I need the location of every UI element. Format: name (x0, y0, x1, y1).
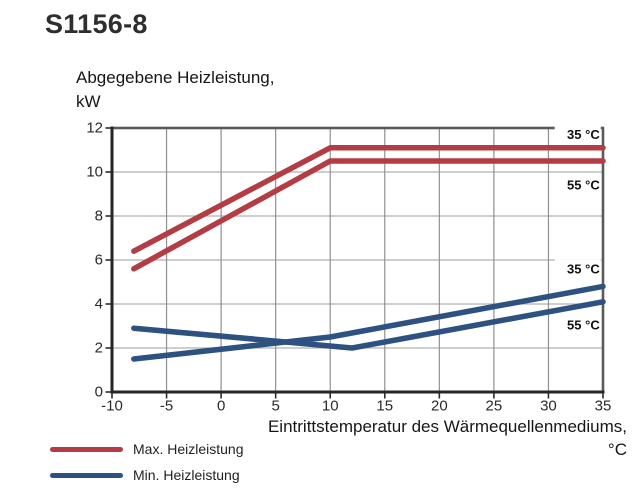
legend-item-max: Max. Heizleistung (50, 436, 244, 462)
series-line (131, 145, 606, 254)
flow-temp-label: 35 °C (567, 127, 600, 142)
y-axis-title-line1: Abgegebene Heizleistung, (76, 68, 275, 87)
svg-text:10: 10 (322, 398, 339, 415)
flow-temp-label: 55 °C (567, 317, 600, 332)
svg-text:30: 30 (540, 398, 557, 415)
svg-text:15: 15 (376, 398, 393, 415)
page-title: S1156-8 (45, 9, 148, 39)
legend-item-min: Min. Heizleistung (50, 462, 244, 488)
min-heizleistung-line-swatch (50, 472, 123, 478)
y-axis-title: Abgegebene Heizleistung, kW (76, 66, 274, 114)
svg-text:5: 5 (271, 398, 279, 415)
series-line (131, 299, 606, 351)
chart-legend: Max. Heizleistung Min. Heizleistung (50, 436, 244, 488)
svg-text:-10: -10 (101, 398, 123, 415)
x-axis-title-line2: °C (607, 440, 627, 459)
svg-text:35: 35 (595, 398, 612, 415)
svg-text:10: 10 (86, 164, 103, 181)
series-line (131, 283, 606, 362)
svg-text:4: 4 (95, 296, 103, 313)
legend-label: Min. Heizleistung (133, 467, 240, 483)
svg-text:2: 2 (95, 340, 103, 357)
svg-text:20: 20 (431, 398, 448, 415)
svg-text:8: 8 (95, 208, 103, 225)
y-axis-title-line2: kW (76, 92, 101, 111)
svg-text:0: 0 (217, 398, 225, 415)
svg-text:-5: -5 (160, 398, 173, 415)
legend-label: Max. Heizleistung (133, 441, 244, 457)
svg-text:0: 0 (95, 384, 103, 401)
x-axis-title: Eintrittstemperatur des Wärmequellenmedi… (268, 415, 627, 461)
max-heizleistung-line-swatch (50, 446, 123, 452)
series-line (131, 158, 606, 272)
svg-text:12: 12 (86, 120, 103, 137)
svg-text:25: 25 (486, 398, 503, 415)
x-axis-title-line1: Eintrittstemperatur des Wärmequellenmedi… (267, 417, 627, 436)
flow-temp-label: 55 °C (567, 178, 600, 193)
flow-temp-label: 35 °C (567, 261, 600, 276)
svg-text:6: 6 (95, 252, 103, 269)
